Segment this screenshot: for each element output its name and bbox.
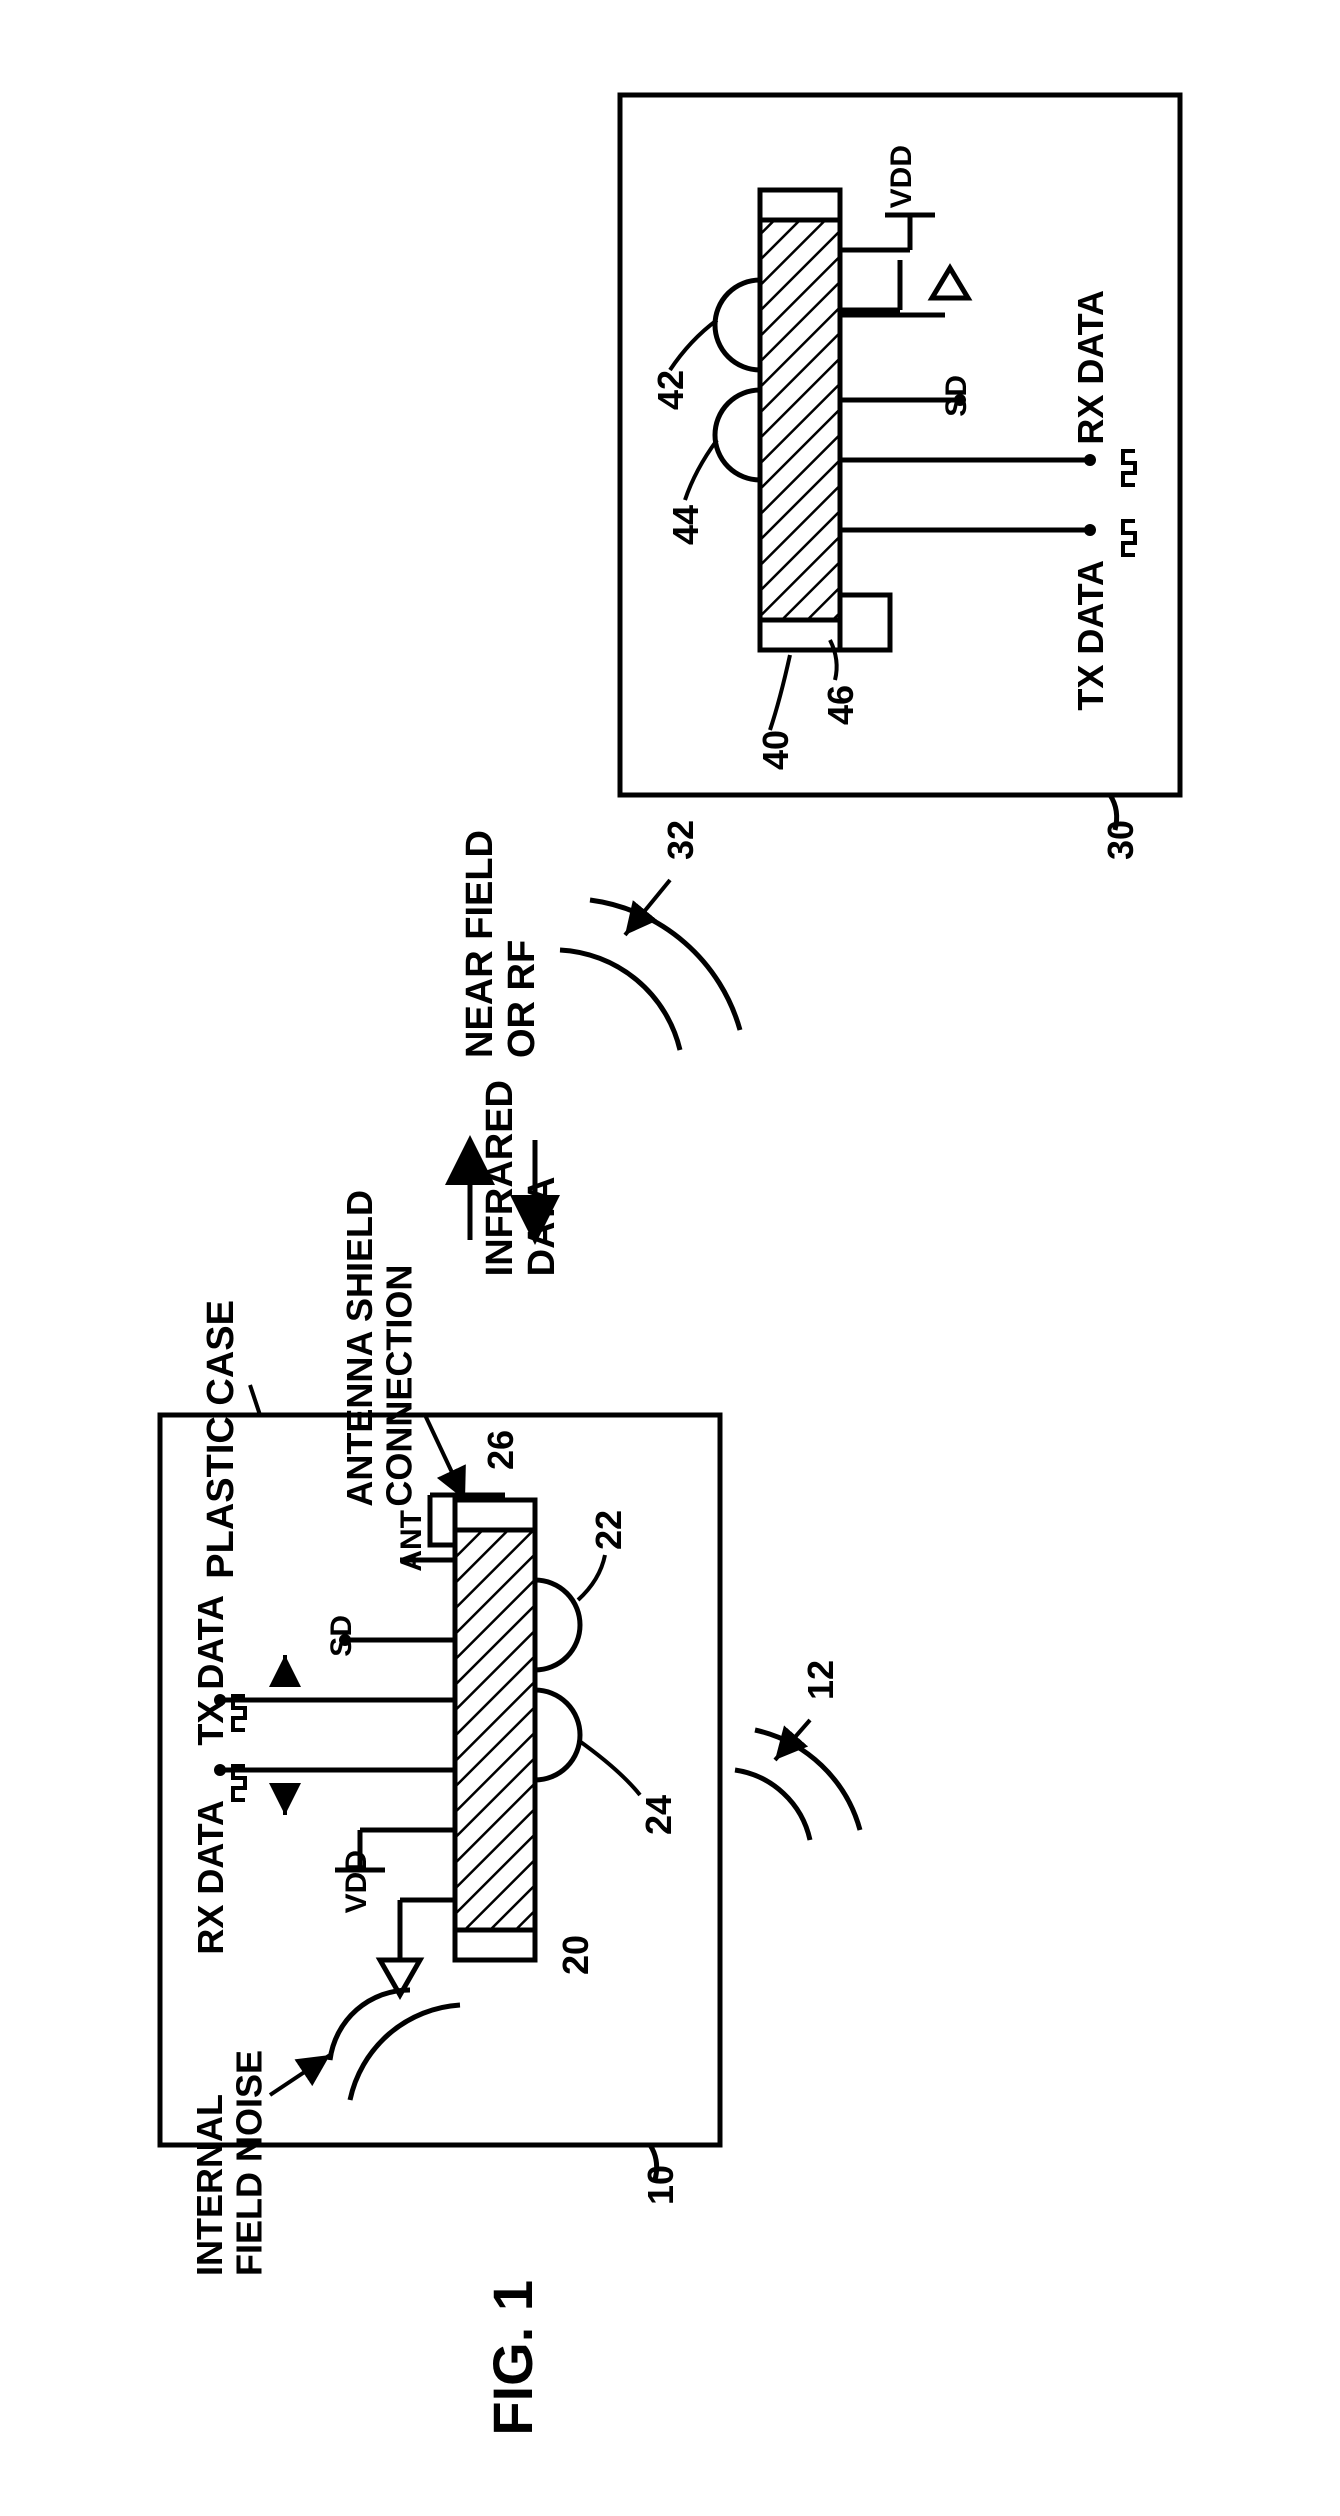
ref-32: 32 (660, 820, 702, 860)
ref-26: 26 (480, 1430, 522, 1470)
infrared-text: INFRAREDDATA (479, 1080, 563, 1276)
ref-40: 40 (755, 730, 797, 770)
infrared-data-label: INFRAREDDATA (480, 1080, 564, 1276)
ref-20: 20 (555, 1935, 597, 1975)
ref-44: 44 (665, 505, 707, 545)
rx-data-label-right: RX DATA (1070, 290, 1112, 445)
ref-12: 12 (800, 1660, 842, 1700)
antenna-shield-text: ANTENNA SHIELDCONNECTION (339, 1190, 420, 1507)
near-field-label: NEAR FIELDOR RF (460, 830, 544, 1058)
sd-pin-label-right: SD (940, 375, 974, 417)
ref-24: 24 (638, 1795, 680, 1835)
plastic-case-label: PLASTIC CASE (200, 1300, 243, 1579)
tx-data-label-left: TX DATA (190, 1595, 232, 1746)
vdd-pin-label-right: VDD (885, 145, 919, 208)
ant-pin-label: ANT (395, 1510, 429, 1572)
figure-label: FIG. 1 (480, 2280, 545, 2436)
rx-data-label-left: RX DATA (190, 1800, 232, 1955)
ref-42: 42 (650, 370, 692, 410)
sd-pin-label-left: SD (325, 1615, 359, 1657)
tx-data-label-right: TX DATA (1070, 560, 1112, 711)
internal-noise-label: INTERNALFIELD NOISE (190, 2050, 269, 2276)
ref-22: 22 (588, 1510, 630, 1550)
antenna-shield-label: ANTENNA SHIELDCONNECTION (340, 1190, 419, 1507)
vdd-pin-label-left: VDD (340, 1850, 374, 1913)
internal-noise-text: INTERNALFIELD NOISE (189, 2050, 270, 2276)
ref-46: 46 (820, 685, 862, 725)
ref-10: 10 (640, 2165, 682, 2205)
figure-canvas: PLASTIC CASE ANTENNA SHIELDCONNECTION AN… (0, 0, 1340, 2511)
ref-30: 30 (1100, 820, 1142, 860)
near-field-text: NEAR FIELDOR RF (459, 830, 543, 1058)
